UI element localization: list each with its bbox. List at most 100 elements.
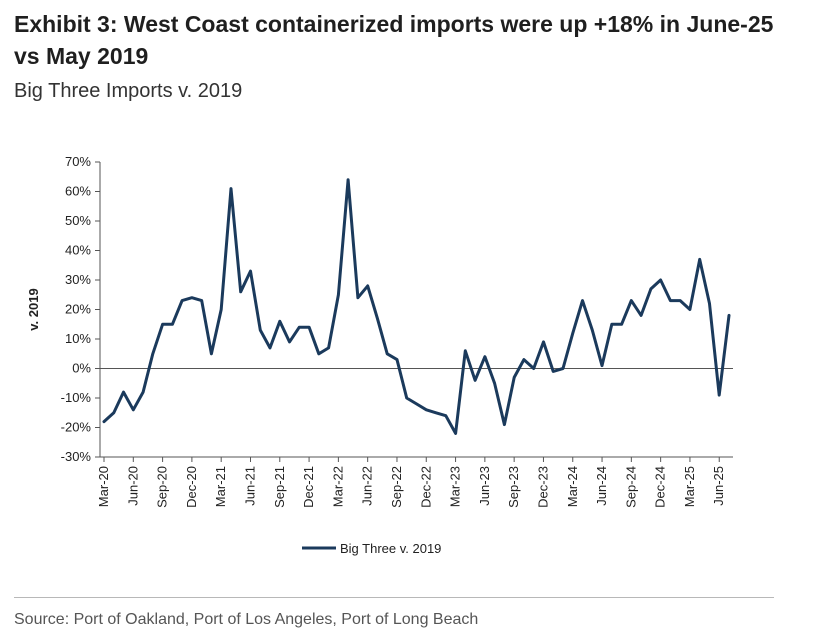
data-point (259, 328, 262, 332)
data-point (278, 320, 281, 323)
x-tick-label: Jun-24 (594, 466, 609, 506)
x-tick-label: Sep-23 (506, 466, 521, 508)
x-tick-label: Sep-24 (623, 466, 638, 508)
x-tick-label: Jun-22 (360, 466, 375, 506)
y-axis-title: v. 2019 (26, 288, 41, 330)
data-point (151, 352, 154, 355)
data-point (132, 408, 135, 411)
y-tick-label: -20% (61, 420, 92, 435)
data-point (698, 258, 701, 261)
data-point (542, 340, 545, 344)
footer-divider (14, 597, 774, 598)
data-point (503, 423, 506, 426)
data-point (669, 299, 672, 302)
x-tick-label: Jun-20 (125, 466, 140, 506)
data-point (376, 317, 379, 320)
data-point (561, 367, 565, 370)
data-point (708, 302, 711, 305)
data-point (122, 390, 125, 394)
data-point (639, 314, 643, 317)
line-chart: 70% 60% 50% 40% 30% 20% 10% 0% -10% -20% -30% v. 20… (26, 154, 733, 556)
y-tick-label: 40% (65, 243, 91, 258)
data-point (659, 278, 662, 282)
x-tick-label: Dec-22 (418, 466, 433, 508)
x-tick-label: Mar-22 (330, 466, 345, 507)
data-point (727, 314, 731, 317)
data-point (288, 340, 291, 344)
legend-label: Big Three v. 2019 (340, 541, 441, 556)
data-point (444, 414, 447, 417)
data-point (220, 308, 223, 311)
data-point (112, 411, 116, 414)
data-point (591, 328, 594, 332)
data-point (386, 352, 389, 355)
data-point (366, 284, 369, 288)
x-tick-label: Dec-21 (301, 466, 316, 508)
data-point (679, 299, 682, 302)
chart-title: Exhibit 3: West Coast containerized impo… (14, 11, 774, 69)
data-point (649, 287, 653, 291)
legend: Big Three v. 2019 (302, 541, 441, 556)
data-point (532, 367, 535, 370)
x-tick-label: Jun-21 (242, 466, 257, 506)
data-point (464, 349, 467, 352)
data-point (425, 408, 428, 411)
data-point (171, 323, 174, 326)
data-point (356, 296, 360, 299)
y-tick-label: 60% (65, 184, 91, 199)
data-point (600, 364, 604, 367)
data-point (337, 293, 340, 296)
source-note: Source: Port of Oakland, Port of Los Ang… (14, 611, 479, 628)
data-point (190, 296, 194, 299)
data-point (317, 352, 320, 355)
x-tick-label: Dec-24 (653, 466, 668, 508)
data-point (268, 346, 272, 350)
data-point (620, 323, 623, 326)
data-point (581, 299, 584, 302)
series-line (102, 178, 731, 435)
data-point (454, 432, 457, 435)
data-point (434, 411, 438, 414)
data-point (327, 346, 330, 350)
x-tick-label: Mar-20 (96, 466, 111, 507)
x-tick-label: Sep-20 (155, 466, 170, 508)
x-tick-label: Mar-23 (448, 466, 463, 507)
data-point (307, 326, 311, 329)
data-point (415, 402, 418, 406)
data-point (102, 420, 106, 423)
data-point (210, 352, 213, 355)
data-point (473, 379, 477, 382)
x-tick-label: Sep-21 (272, 466, 287, 508)
data-point (688, 308, 692, 311)
data-point (161, 323, 164, 326)
data-point (405, 396, 408, 400)
data-point (180, 299, 184, 302)
data-point (298, 326, 301, 329)
data-point (571, 331, 574, 335)
y-tick-label: 50% (65, 213, 91, 228)
x-tick-label: Dec-20 (184, 466, 199, 508)
y-axis: 70% 60% 50% 40% 30% 20% 10% 0% -10% -20% -30% v. 20… (26, 154, 101, 464)
y-tick-label: 0% (72, 361, 91, 376)
y-tick-label: -10% (61, 390, 92, 405)
y-tick-label: 10% (65, 331, 91, 346)
x-tick-label: Jun-25 (711, 466, 726, 506)
data-point (483, 355, 487, 358)
data-point (522, 358, 526, 361)
data-point (552, 370, 555, 373)
y-tick-label: 30% (65, 272, 91, 287)
data-point (229, 187, 233, 190)
chart-subtitle: Big Three Imports v. 2019 (14, 80, 243, 102)
x-tick-label: Sep-22 (389, 466, 404, 508)
x-tick-label: Mar-25 (682, 466, 697, 507)
data-point (200, 299, 203, 302)
x-tick-label: Mar-24 (565, 466, 580, 507)
data-point (141, 390, 145, 394)
data-point (630, 299, 633, 302)
y-tick-label: 70% (65, 154, 91, 169)
data-point (610, 323, 613, 326)
data-point (249, 269, 252, 273)
x-tick-label: Jun-23 (477, 466, 492, 506)
data-point (513, 376, 516, 379)
x-tick-label: Dec-23 (535, 466, 550, 508)
